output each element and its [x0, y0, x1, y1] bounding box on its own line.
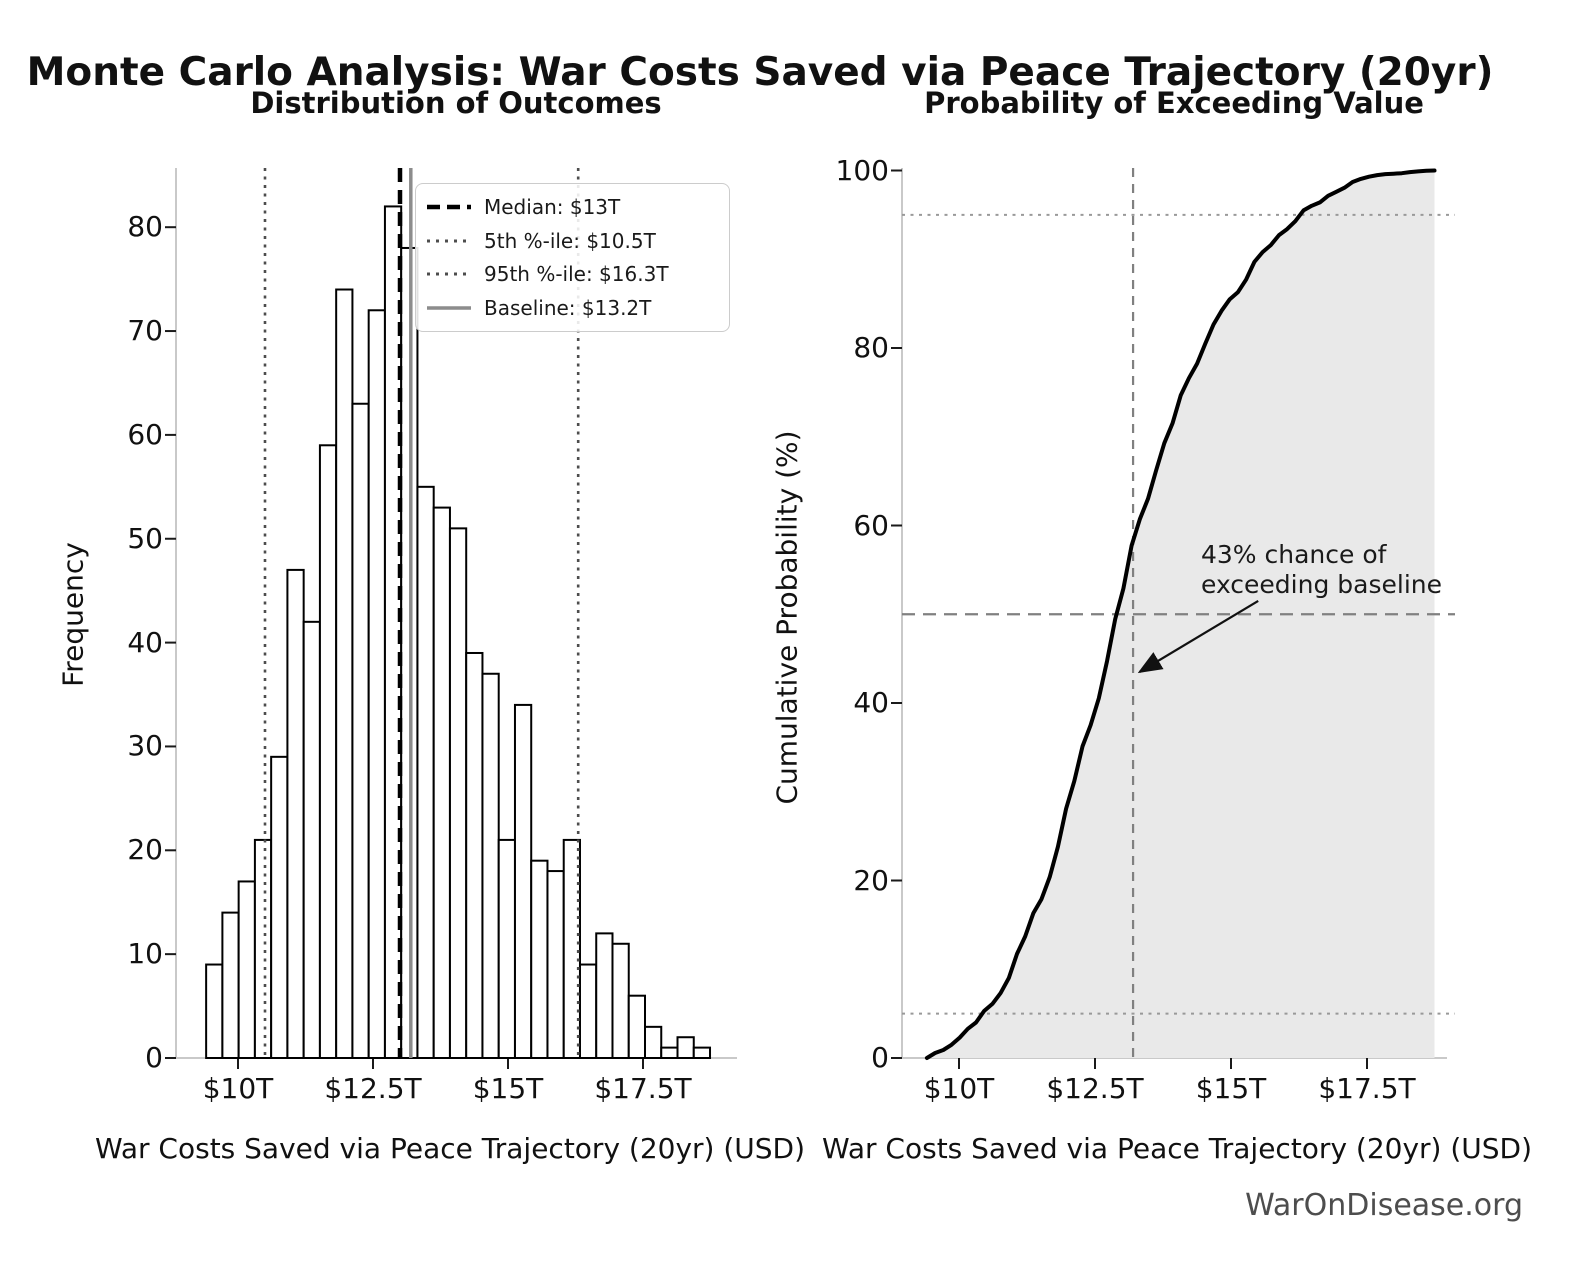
cdf-annotation-line2: exceeding baseline — [1201, 570, 1442, 599]
p95-line-sample-icon — [427, 272, 471, 276]
histogram-bar — [286, 568, 305, 1060]
y-tick-label: 0 — [145, 1041, 163, 1074]
baseline-line-sample-icon — [427, 306, 471, 310]
y-tick-label: 20 — [853, 863, 889, 897]
cdf-x-axis-label: War Costs Saved via Peace Trajectory (20… — [821, 1132, 1533, 1165]
figure-title: Monte Carlo Analysis: War Costs Saved vi… — [26, 50, 1494, 95]
histogram-bar — [530, 859, 549, 1059]
cdf-annotation: 43% chance of exceeding baseline — [1201, 540, 1442, 600]
histogram-bar — [627, 994, 646, 1060]
y-tick-label: 70 — [127, 314, 163, 348]
y-tick-label: 60 — [127, 417, 163, 451]
x-tick-label: $17.5T — [594, 1072, 692, 1105]
y-tick-label: 30 — [127, 729, 163, 763]
y-tick-label: 40 — [853, 686, 889, 719]
histogram-bar — [611, 942, 630, 1060]
annotation-arrow — [1137, 599, 1259, 674]
histogram-bar — [351, 402, 370, 1059]
legend-item-p95: 95th %-ile: $16.3T — [426, 262, 719, 286]
legend-label-p5: 5th %-ile: $10.5T — [484, 228, 656, 253]
histogram-x-axis-label: War Costs Saved via Peace Trajectory (20… — [94, 1132, 806, 1165]
x-tick-label: $15T — [1195, 1072, 1267, 1105]
x-tick-label: $15T — [472, 1072, 544, 1105]
histogram-bar — [302, 620, 321, 1060]
histogram-bar — [221, 911, 240, 1059]
histogram-bar — [318, 444, 338, 1060]
legend-item-median: Median: $13T — [426, 195, 719, 219]
histogram-bar — [237, 880, 256, 1060]
y-tick-label: 20 — [127, 833, 163, 867]
histogram-bar — [578, 963, 598, 1059]
legend-label-baseline: Baseline: $13.2T — [484, 296, 652, 321]
histogram-bar — [692, 1046, 712, 1059]
histogram-bar — [497, 838, 516, 1059]
x-tick-label: $17.5T — [1318, 1072, 1416, 1105]
legend-label-p95: 95th %-ile: $16.3T — [484, 262, 669, 287]
p5-line-sample-icon — [427, 239, 471, 243]
histogram-bar — [253, 838, 273, 1059]
watermark: WarOnDisease.org — [1245, 1188, 1523, 1223]
x-tick-label: $12.5T — [324, 1072, 422, 1105]
y-tick-label: 100 — [835, 153, 889, 187]
histogram-bar — [205, 963, 224, 1059]
y-tick-label: 60 — [853, 508, 889, 542]
cdf-annotation-line1: 43% chance of — [1201, 540, 1387, 569]
x-tick-label: $10T — [923, 1072, 995, 1105]
legend-item-baseline: Baseline: $13.2T — [426, 296, 719, 320]
histogram-bar — [335, 288, 354, 1059]
histogram-bar — [660, 1046, 679, 1059]
y-tick-label: 40 — [127, 625, 163, 659]
cdf-title: Probability of Exceeding Value — [924, 86, 1424, 120]
histogram-bar — [448, 527, 468, 1059]
histogram-bar — [676, 1036, 695, 1059]
legend-label-median: Median: $13T — [484, 194, 621, 219]
histogram-bar — [562, 838, 581, 1059]
histogram-bar — [270, 755, 289, 1060]
histogram-bar — [595, 932, 614, 1060]
histogram-bar — [416, 485, 435, 1059]
histogram-bar — [643, 1025, 663, 1059]
histogram-bar — [481, 672, 500, 1059]
y-tick-label: 80 — [127, 210, 163, 244]
legend: Median: $13T 5th %-ile: $10.5T 95th %-il… — [415, 183, 730, 332]
x-tick-label: $12.5T — [1046, 1072, 1144, 1105]
x-tick-label: $10T — [202, 1072, 274, 1105]
y-tick-label: 50 — [127, 521, 163, 555]
histogram-bar — [465, 651, 484, 1059]
cdf-curve — [924, 168, 1437, 1060]
histogram-bar — [513, 703, 533, 1059]
histogram-bar — [432, 506, 451, 1060]
legend-item-p5: 5th %-ile: $10.5T — [426, 229, 719, 253]
cdf-y-axis-label: Cumulative Probability (%) — [770, 430, 804, 805]
histogram-bar — [546, 870, 565, 1059]
y-tick-label: 10 — [127, 937, 163, 971]
y-tick-label: 0 — [871, 1041, 889, 1074]
median-line-sample-icon — [427, 204, 471, 210]
histogram-title: Distribution of Outcomes — [250, 86, 662, 120]
histogram-bar — [367, 309, 386, 1059]
y-tick-label: 80 — [853, 331, 889, 364]
